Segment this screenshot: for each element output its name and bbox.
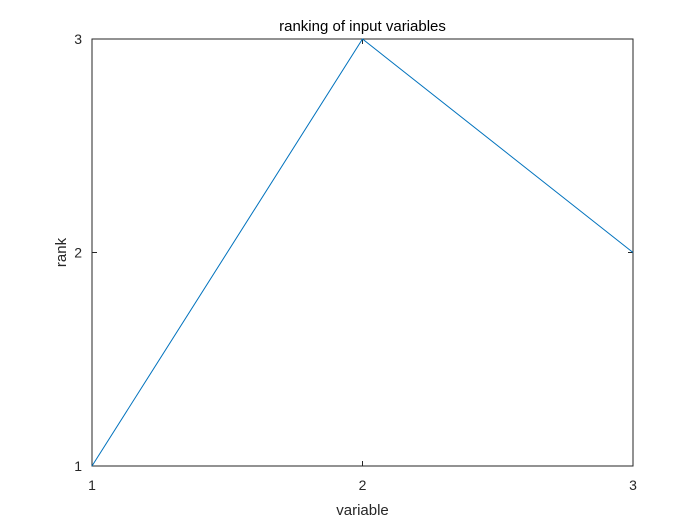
series-line — [91, 38, 634, 467]
y-tick-label: 1 — [74, 458, 82, 474]
chart-title: ranking of input variables — [279, 18, 446, 35]
x-tick-labels: 1 2 3 — [88, 477, 637, 493]
x-tick-label: 3 — [629, 477, 637, 493]
y-tick-labels: 1 2 3 — [74, 31, 82, 474]
x-axis-label: variable — [336, 502, 389, 519]
series-layer — [91, 38, 634, 467]
tick-marks — [91, 38, 634, 467]
y-tick-label: 3 — [74, 31, 82, 47]
x-tick-label: 1 — [88, 477, 96, 493]
y-axis-label: rank — [53, 237, 70, 267]
plot-area — [91, 38, 634, 467]
x-tick-label: 2 — [359, 477, 367, 493]
y-tick-label: 2 — [74, 245, 82, 261]
